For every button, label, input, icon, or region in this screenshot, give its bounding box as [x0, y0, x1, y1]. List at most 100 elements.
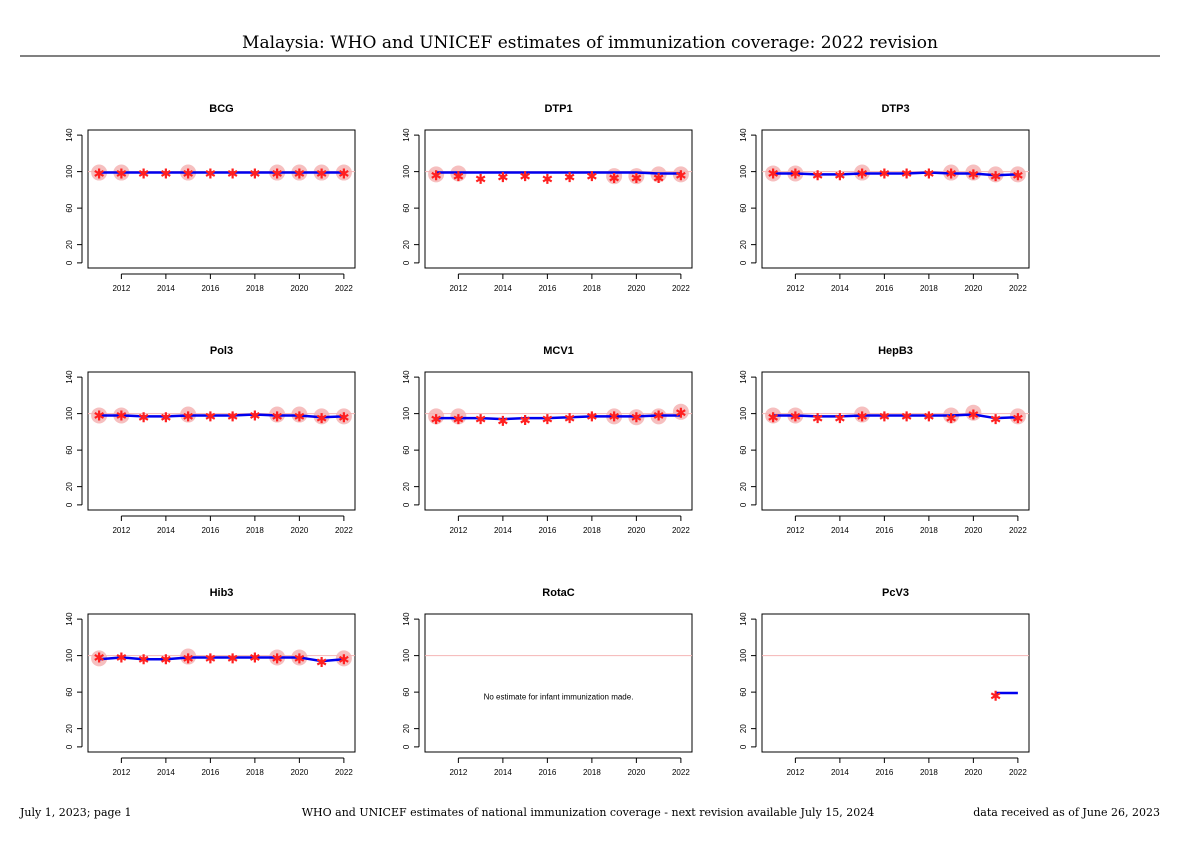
x-tick-label: 2020	[627, 768, 645, 777]
x-tick-label: 2012	[112, 284, 130, 293]
y-tick-label: 0	[739, 744, 748, 749]
x-tick-label: 2014	[831, 526, 849, 535]
y-tick-label: 0	[402, 260, 411, 265]
y-tick-label: 100	[402, 164, 411, 178]
reported-point	[497, 172, 508, 183]
panel: DTP1 0 20 60 100 140 2012 2014 2016 2018 2020 2022	[402, 103, 693, 293]
reported-point	[520, 171, 531, 182]
x-tick-label: 2012	[786, 284, 804, 293]
reported-point	[834, 170, 845, 181]
y-tick-label: 0	[739, 502, 748, 507]
x-tick-label: 2012	[786, 768, 804, 777]
reported-point	[249, 410, 260, 421]
y-tick-label: 0	[402, 744, 411, 749]
reported-point	[946, 168, 957, 179]
x-tick-label: 2022	[335, 284, 353, 293]
x-tick-label: 2014	[157, 526, 175, 535]
reported-point	[116, 410, 127, 421]
plot-box	[424, 371, 693, 511]
y-tick-label: 100	[65, 648, 74, 662]
x-tick-label: 2018	[920, 768, 938, 777]
x-tick-label: 2012	[786, 526, 804, 535]
reported-point	[586, 171, 597, 182]
x-tick-label: 2020	[290, 768, 308, 777]
reported-point	[968, 409, 979, 420]
y-tick-label: 20	[65, 482, 74, 491]
x-tick-label: 2014	[831, 768, 849, 777]
reported-point	[453, 414, 464, 425]
x-tick-label: 2018	[583, 768, 601, 777]
reported-point	[901, 168, 912, 179]
y-tick-label: 0	[739, 260, 748, 265]
reported-point	[790, 168, 801, 179]
reported-point	[653, 410, 664, 421]
x-tick-label: 2016	[201, 526, 219, 535]
y-tick-label: 140	[739, 612, 748, 626]
reported-point	[812, 170, 823, 181]
reported-point	[901, 411, 912, 422]
reported-point	[790, 411, 801, 422]
plot-box	[87, 129, 356, 269]
reported-point	[294, 411, 305, 422]
y-tick-label: 100	[402, 406, 411, 420]
reported-point	[631, 173, 642, 184]
reported-point	[227, 653, 238, 664]
reported-point	[923, 411, 934, 422]
panel: HepB3 0 20 60 100 140 2012 2014 2016 2018 2020 2022	[739, 345, 1030, 535]
x-tick-label: 2016	[875, 526, 893, 535]
y-tick-label: 60	[65, 445, 74, 454]
reported-point	[497, 415, 508, 426]
x-tick-label: 2014	[494, 284, 512, 293]
y-tick-label: 60	[402, 203, 411, 212]
y-tick-label: 60	[402, 445, 411, 454]
reported-point	[316, 413, 327, 424]
y-tick-label: 60	[402, 687, 411, 696]
x-tick-label: 2014	[831, 284, 849, 293]
reported-point	[675, 407, 686, 418]
reported-point	[272, 411, 283, 422]
x-tick-label: 2018	[246, 284, 264, 293]
x-tick-label: 2012	[449, 284, 467, 293]
page-title: Malaysia: WHO and UNICEF estimates of im…	[242, 33, 938, 53]
reported-point	[609, 411, 620, 422]
x-tick-label: 2020	[290, 526, 308, 535]
y-tick-label: 140	[739, 370, 748, 384]
reported-point	[316, 168, 327, 179]
panel-title: RotaC	[542, 587, 574, 599]
y-tick-label: 20	[739, 482, 748, 491]
reported-point	[475, 173, 486, 184]
reported-point	[316, 657, 327, 668]
reported-point	[857, 411, 868, 422]
x-tick-label: 2018	[920, 526, 938, 535]
reported-point	[227, 168, 238, 179]
y-tick-label: 60	[65, 203, 74, 212]
x-tick-label: 2012	[112, 526, 130, 535]
x-tick-label: 2018	[583, 284, 601, 293]
x-tick-label: 2020	[964, 284, 982, 293]
x-tick-label: 2012	[449, 526, 467, 535]
x-tick-label: 2020	[964, 768, 982, 777]
reported-point	[138, 168, 149, 179]
x-tick-label: 2018	[246, 526, 264, 535]
reported-point	[338, 168, 349, 179]
reported-point	[249, 652, 260, 663]
reported-point	[294, 653, 305, 664]
footer-center: WHO and UNICEF estimates of national imm…	[302, 806, 875, 819]
reported-point	[249, 168, 260, 179]
x-tick-label: 2022	[672, 526, 690, 535]
x-tick-label: 2014	[494, 526, 512, 535]
panel-title: PcV3	[882, 587, 909, 599]
y-tick-label: 140	[402, 370, 411, 384]
y-tick-label: 100	[739, 164, 748, 178]
reported-point	[542, 173, 553, 184]
x-tick-label: 2022	[672, 284, 690, 293]
x-tick-label: 2018	[246, 768, 264, 777]
x-tick-label: 2020	[964, 526, 982, 535]
reported-point	[183, 168, 194, 179]
y-tick-label: 20	[402, 482, 411, 491]
reported-point	[653, 173, 664, 184]
reported-point	[812, 413, 823, 424]
x-tick-label: 2022	[1009, 284, 1027, 293]
panel-title: DTP1	[544, 103, 572, 115]
reported-point	[968, 169, 979, 180]
